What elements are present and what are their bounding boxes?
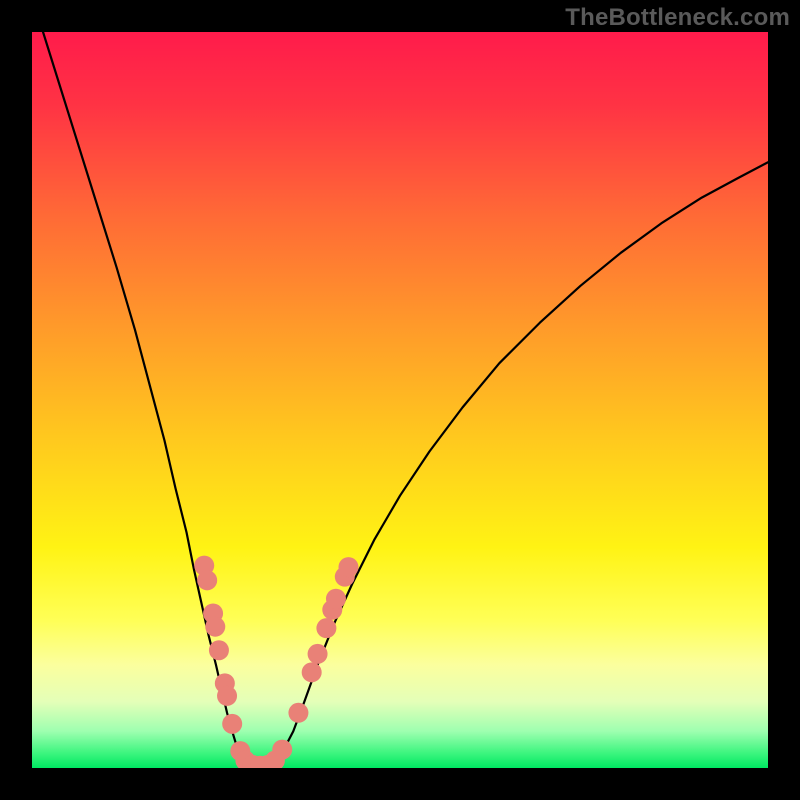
marker-point	[302, 662, 322, 682]
marker-point	[209, 640, 229, 660]
marker-point	[308, 644, 328, 664]
marker-point	[288, 703, 308, 723]
plot-svg	[32, 32, 768, 768]
marker-point	[197, 570, 217, 590]
chart-frame: TheBottleneck.com	[0, 0, 800, 800]
marker-point	[222, 714, 242, 734]
marker-point	[316, 618, 336, 638]
gradient-background	[32, 32, 768, 768]
marker-point	[326, 589, 346, 609]
marker-point	[217, 686, 237, 706]
plot-area	[32, 32, 768, 768]
watermark-text: TheBottleneck.com	[565, 4, 790, 32]
marker-point	[205, 617, 225, 637]
marker-point	[338, 557, 358, 577]
marker-point	[272, 740, 292, 760]
